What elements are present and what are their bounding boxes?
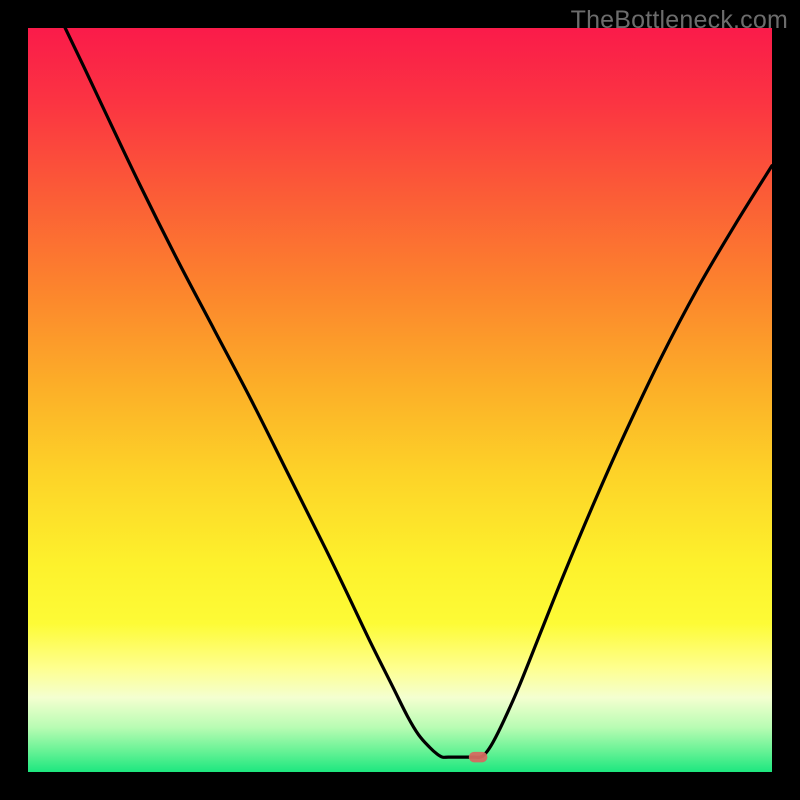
chart-plot-area xyxy=(28,28,772,772)
chart-frame: TheBottleneck.com xyxy=(0,0,800,800)
chart-background xyxy=(28,28,772,772)
bottleneck-marker xyxy=(469,752,488,762)
bottleneck-chart xyxy=(28,28,772,772)
